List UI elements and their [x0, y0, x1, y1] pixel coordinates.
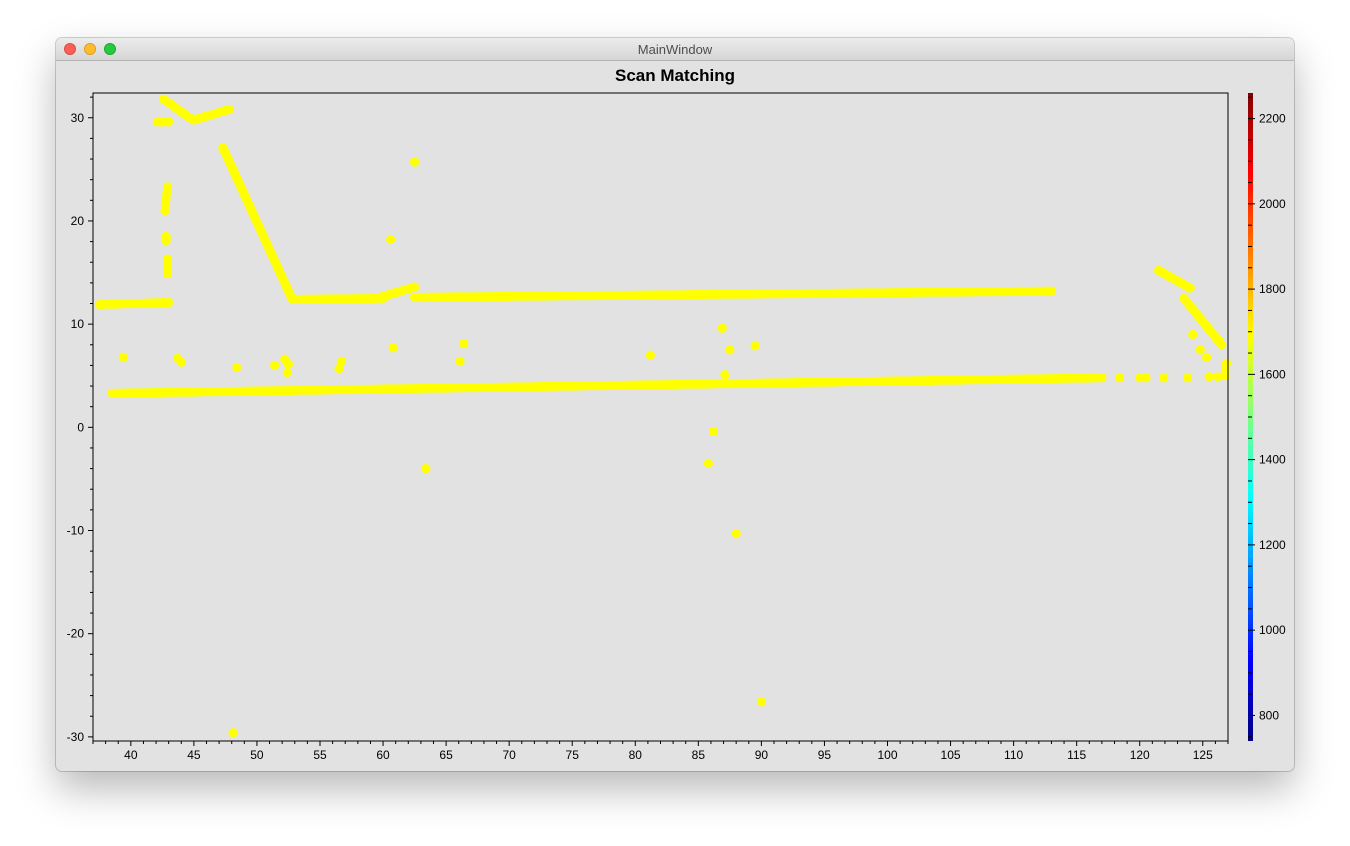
title-bar[interactable]: MainWindow	[56, 38, 1294, 61]
scan-point	[1183, 373, 1193, 383]
x-tick-label: 90	[755, 748, 769, 762]
minimize-button[interactable]	[84, 43, 96, 55]
scan-point	[1202, 352, 1212, 362]
window-title: MainWindow	[637, 42, 713, 57]
scan-point	[1214, 336, 1224, 346]
scan-segment-14-point	[162, 269, 172, 279]
colorbar-tick-label: 800	[1259, 708, 1279, 722]
scan-point	[1141, 373, 1151, 383]
x-tick-label: 80	[629, 748, 643, 762]
scan-point	[410, 157, 420, 167]
scan-point	[459, 339, 469, 349]
scan-point	[1195, 345, 1205, 355]
scan-segment-3-point	[224, 104, 234, 115]
scan-point	[455, 356, 465, 366]
x-axis: 40 45 50 55 60 65 70 75 80 85 90 95 100 105 110 115 120 1…	[92, 741, 1229, 762]
scan-point	[645, 350, 656, 360]
colorbar-axis: 800 1000 1200 1400 1600 1800 2000 2200	[1248, 96, 1286, 738]
x-tick-label: 45	[187, 748, 201, 762]
scan-point	[1213, 372, 1223, 382]
y-tick-label: 30	[71, 111, 85, 125]
colorbar-tick-label: 1600	[1259, 367, 1286, 381]
scan-point	[228, 728, 238, 738]
scan-point	[388, 343, 398, 353]
x-tick-label: 115	[1067, 748, 1086, 762]
y-tick-label: 10	[71, 317, 85, 331]
scan-point	[118, 352, 128, 362]
scan-segment-7-point	[1046, 286, 1056, 296]
x-tick-label: 75	[566, 748, 580, 762]
scan-segment-0-point	[164, 297, 174, 308]
scan-point	[386, 234, 396, 245]
scan-point	[270, 360, 280, 370]
y-tick-label: 0	[77, 420, 84, 434]
y-tick-label: 20	[71, 214, 85, 228]
scan-point	[703, 458, 714, 468]
scan-point	[176, 357, 186, 367]
scan-point	[336, 356, 346, 366]
scan-segment-12-point	[160, 206, 170, 216]
scan-point	[1135, 373, 1145, 383]
scan-segment-6-point	[410, 282, 420, 292]
scan-segment-1-point	[164, 117, 174, 127]
scan-point	[1188, 329, 1198, 340]
main-window: MainWindow Scan Matching 40 45 50 55 60 65 70 7…	[56, 38, 1294, 771]
scatter-chart[interactable]: 40 45 50 55 60 65 70 75 80 85 90 95 100 105 110 115 120 1…	[56, 38, 1294, 771]
colorbar-tick-label: 1000	[1259, 623, 1286, 637]
scan-point	[708, 426, 719, 436]
scan-point	[725, 345, 735, 355]
scan-point	[756, 697, 767, 707]
x-tick-label: 50	[250, 748, 264, 762]
scan-segment-9-point	[1185, 283, 1195, 293]
y-axis: -30 -20 -10 0 10 20 30	[67, 96, 93, 744]
scan-point	[232, 362, 242, 373]
scan-point	[283, 359, 294, 369]
close-button[interactable]	[64, 43, 76, 55]
scan-point	[1222, 358, 1232, 368]
x-tick-label: 110	[1004, 748, 1023, 762]
scan-point	[1114, 373, 1125, 383]
scan-points	[94, 94, 1232, 738]
x-tick-label: 125	[1193, 748, 1213, 762]
y-tick-label: -30	[67, 730, 85, 744]
plot-frame	[92, 92, 1229, 742]
y-tick-label: -10	[67, 524, 85, 538]
x-tick-label: 70	[502, 748, 516, 762]
colorbar-tick-label: 1400	[1259, 453, 1286, 467]
x-tick-label: 120	[1130, 748, 1150, 762]
scan-point	[1204, 372, 1214, 382]
colorbar-tick-label: 1200	[1259, 538, 1286, 552]
x-tick-label: 65	[439, 748, 453, 762]
scan-point	[334, 363, 344, 374]
scan-point	[731, 529, 741, 539]
colorbar-tick-label: 2000	[1259, 197, 1286, 211]
scan-point	[750, 341, 760, 351]
scan-segment-8-point	[1097, 373, 1107, 383]
x-tick-label: 95	[818, 748, 832, 762]
x-tick-label: 55	[313, 748, 327, 762]
colorbar-tick-label: 1800	[1259, 282, 1286, 296]
x-tick-label: 40	[124, 748, 138, 762]
scan-point	[282, 368, 292, 378]
x-tick-label: 85	[692, 748, 706, 762]
scan-point	[421, 464, 431, 474]
colorbar-tick-label: 2200	[1259, 112, 1286, 126]
x-tick-label: 100	[877, 748, 897, 762]
scan-point	[717, 323, 727, 333]
scan-point	[720, 370, 730, 380]
y-tick-label: -20	[67, 627, 85, 641]
scan-point	[1159, 373, 1169, 383]
scan-segment-13-point	[161, 236, 171, 246]
zoom-button[interactable]	[104, 43, 116, 55]
x-tick-label: 60	[376, 748, 390, 762]
chart-title: Scan Matching	[615, 66, 735, 85]
x-tick-label: 105	[941, 748, 961, 762]
